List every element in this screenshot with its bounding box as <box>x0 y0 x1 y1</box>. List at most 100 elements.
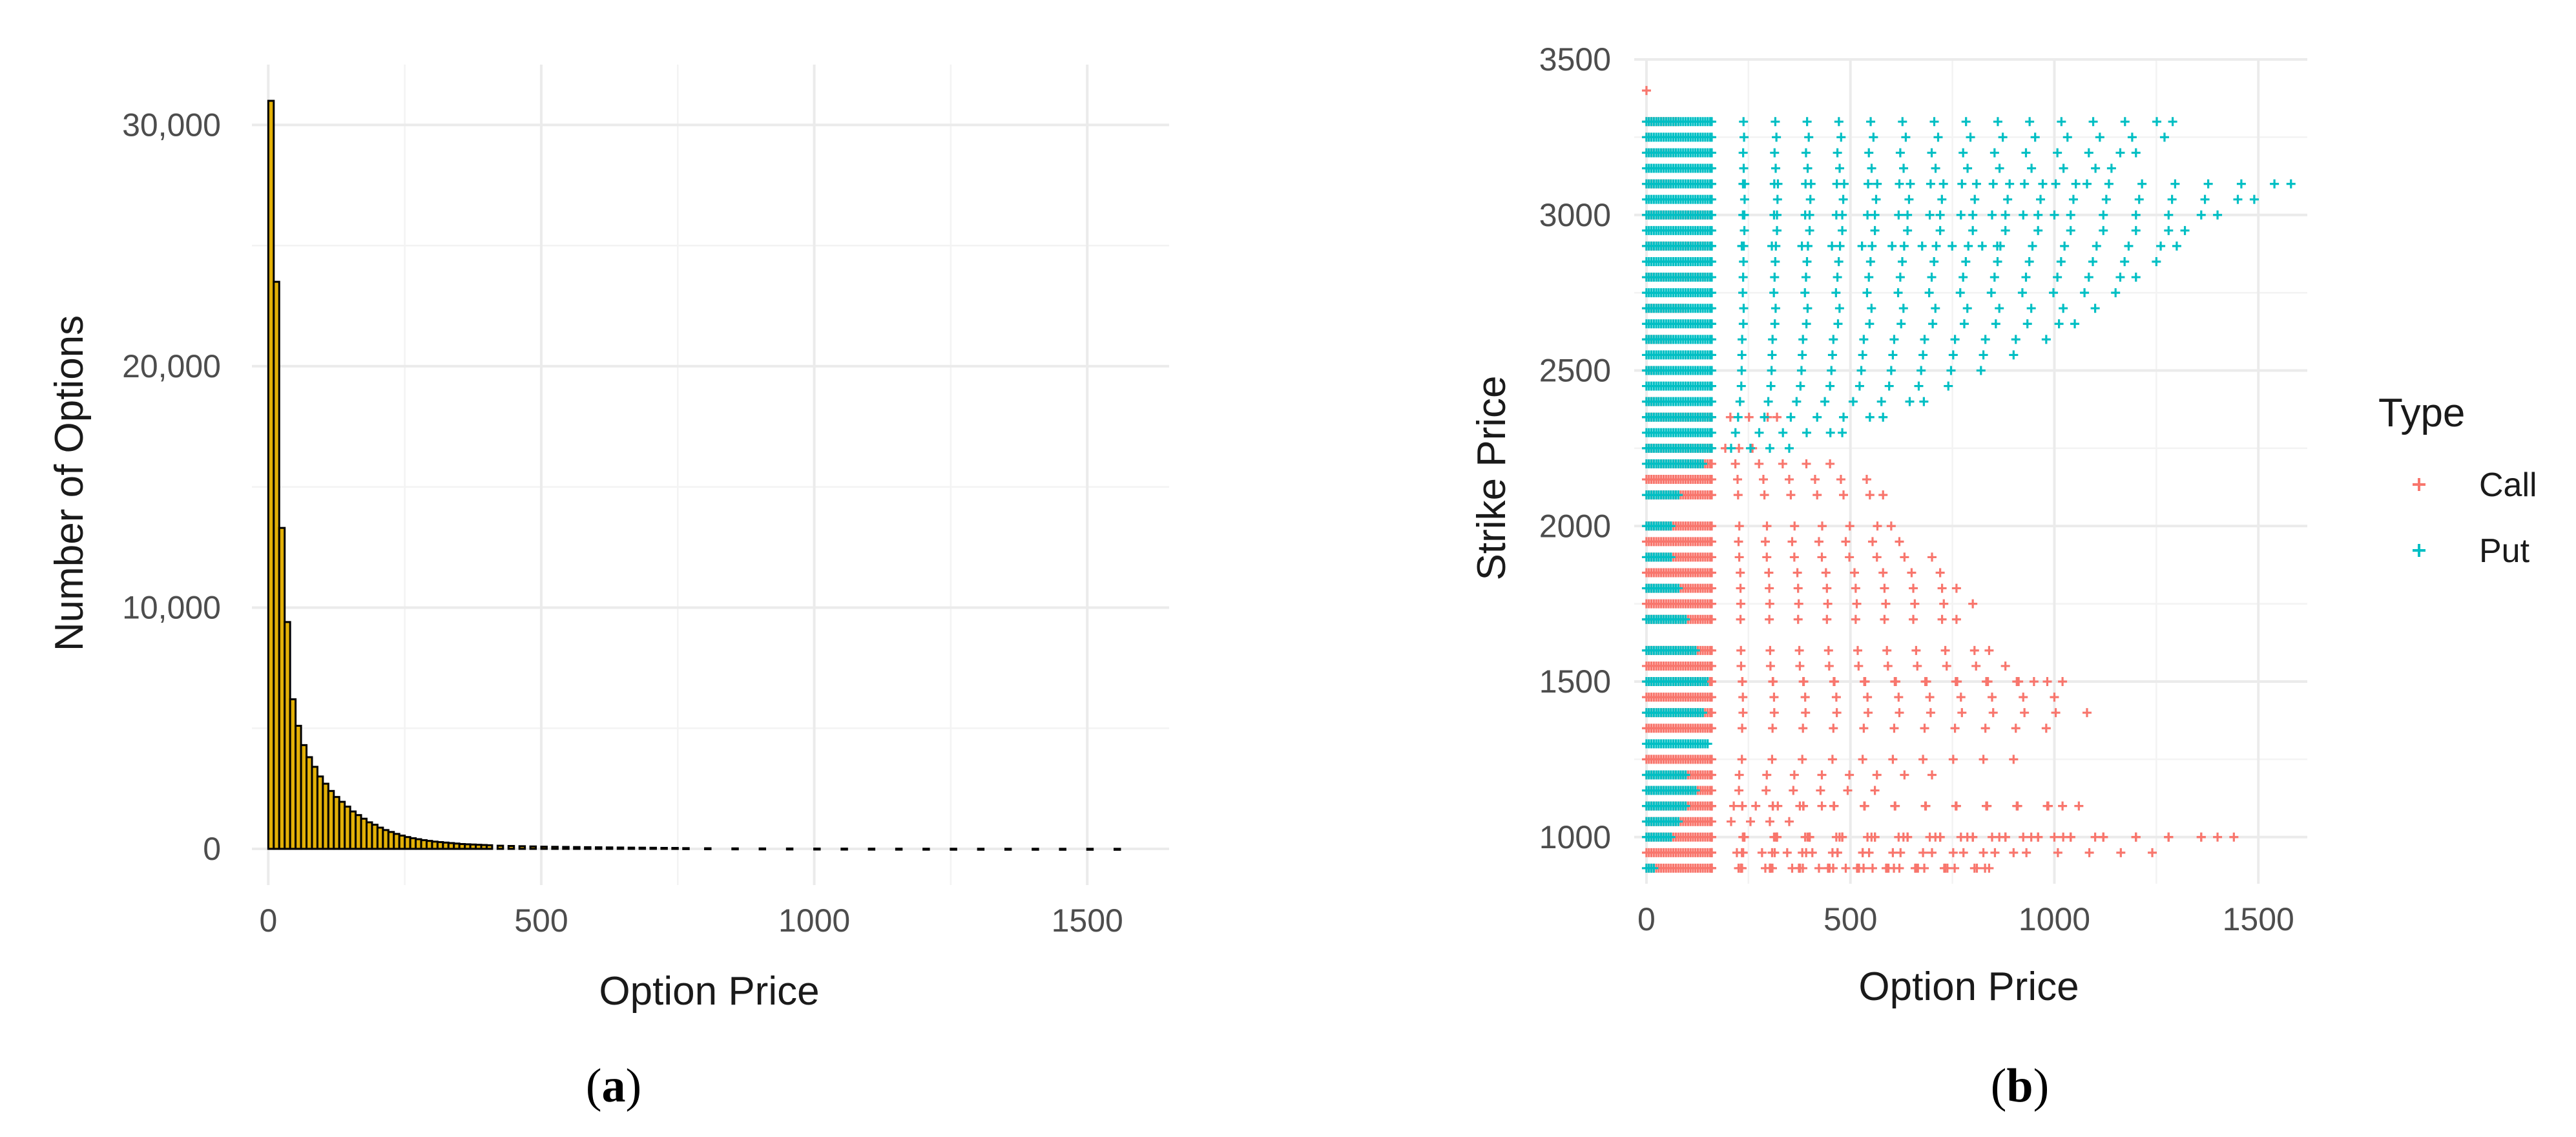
call-point <box>1762 552 1772 562</box>
put-point <box>2062 132 2072 142</box>
call-point <box>1801 708 1811 718</box>
call-point <box>1927 770 1937 780</box>
call-point <box>1895 708 1904 718</box>
histogram-bar <box>704 847 712 851</box>
call-point <box>1707 848 1716 857</box>
put-point <box>1739 304 1749 313</box>
put-point <box>1770 273 1780 282</box>
call-point <box>2043 801 2053 811</box>
put-point <box>1737 241 1747 251</box>
call-point <box>2019 693 2028 702</box>
put-point <box>1707 241 1716 251</box>
call-point <box>1734 786 1744 795</box>
call-point <box>2148 848 2157 857</box>
call-point <box>1707 801 1716 811</box>
put-point <box>1827 241 1837 251</box>
call-point <box>1798 724 1808 733</box>
put-point <box>1825 428 1835 437</box>
histogram-bar <box>922 848 930 851</box>
call-point <box>2011 724 2020 733</box>
call-point <box>2058 801 2068 811</box>
put-point <box>1707 225 1716 235</box>
put-point <box>2200 194 2210 204</box>
put-point <box>1895 148 1905 158</box>
put-point <box>1730 428 1740 437</box>
call-point <box>1918 755 1928 764</box>
call-point <box>1707 599 1716 609</box>
put-point <box>1825 381 1835 391</box>
call-point <box>1738 693 1748 702</box>
call-point <box>1850 568 1860 578</box>
put-point <box>1966 132 1975 142</box>
histogram-bar <box>895 848 903 851</box>
put-point <box>1995 163 2004 173</box>
call-point <box>1707 583 1716 593</box>
call-point <box>1948 755 1958 764</box>
call-point <box>1990 848 2000 857</box>
histogram-bar <box>627 846 636 850</box>
call-point <box>1935 568 1945 578</box>
put-point <box>1707 304 1716 313</box>
call-point <box>1909 614 1918 624</box>
call-point <box>1858 755 1867 764</box>
call-point <box>1921 801 1931 811</box>
call-point <box>1823 599 1833 609</box>
call-point <box>1942 661 1951 671</box>
put-point <box>1804 132 1814 142</box>
put-point <box>1820 397 1830 406</box>
call-point <box>1789 770 1799 780</box>
call-point <box>1758 475 1768 485</box>
call-point <box>2020 708 2030 718</box>
call-point <box>1823 645 1833 655</box>
put-point <box>2196 210 2206 220</box>
call-point <box>2116 848 2126 857</box>
call-point <box>1798 755 1807 764</box>
call-point <box>2090 832 2100 842</box>
put-point <box>1738 319 1748 329</box>
call-point <box>1817 770 1827 780</box>
scatter-y-tick-label: 3000 <box>1539 197 1611 233</box>
put-point <box>1707 117 1716 127</box>
put-point <box>1801 273 1811 282</box>
put-point <box>1986 288 1996 298</box>
call-point <box>1767 848 1777 857</box>
put-point <box>1737 350 1747 360</box>
put-point <box>2104 179 2114 189</box>
call-point <box>1707 552 1716 562</box>
put-point <box>1736 381 1746 391</box>
put-point <box>1666 552 1676 562</box>
call-point <box>1867 537 1877 547</box>
put-point <box>2056 256 2066 266</box>
call-point <box>1895 863 1904 873</box>
call-point <box>1863 693 1873 702</box>
call-point <box>1888 755 1898 764</box>
call-point <box>1984 645 1994 655</box>
put-point <box>1738 179 1748 189</box>
put-point <box>2021 273 2031 282</box>
put-point <box>2131 210 2141 220</box>
put-point <box>2164 225 2174 235</box>
put-point <box>1801 148 1811 158</box>
call-point <box>1732 475 1742 485</box>
call-point <box>1982 801 1992 811</box>
scatter-x-tick-label: 1500 <box>2223 901 2294 937</box>
call-point <box>1867 863 1877 873</box>
put-point <box>1738 288 1748 298</box>
call-point <box>1707 693 1716 702</box>
call-point <box>1951 801 1961 811</box>
histogram-y-tick-label: 20,000 <box>122 348 221 384</box>
call-point <box>1762 521 1772 531</box>
put-point <box>1770 148 1780 158</box>
call-point <box>1778 459 1787 468</box>
put-point <box>1798 335 1808 344</box>
call-point <box>1913 661 1922 671</box>
call-point <box>1860 677 1869 687</box>
put-point <box>1767 366 1776 375</box>
put-point <box>2164 210 2174 220</box>
put-point <box>1833 273 1842 282</box>
scatter-legend: Type Call Put <box>2378 391 2537 570</box>
call-point <box>1920 863 1929 873</box>
put-point <box>1707 428 1716 437</box>
call-point <box>1845 521 1854 531</box>
call-point <box>1890 677 1900 687</box>
